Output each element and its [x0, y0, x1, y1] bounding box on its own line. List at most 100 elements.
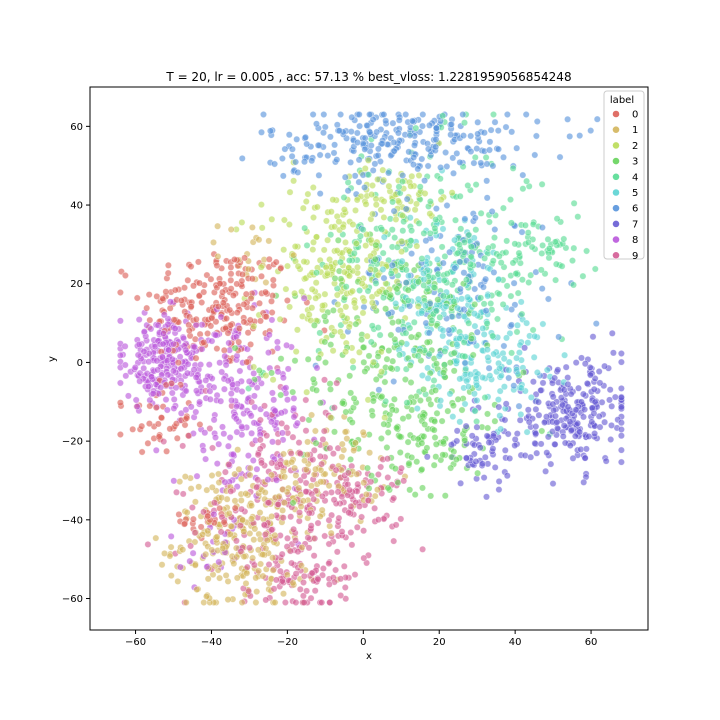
point-label-0: [133, 294, 141, 302]
point-label-0: [189, 515, 197, 523]
point-label-2: [322, 217, 330, 225]
point-label-9: [173, 488, 181, 496]
point-label-8: [132, 396, 140, 404]
point-label-7: [468, 432, 476, 440]
point-label-4: [467, 253, 475, 261]
point-label-0: [265, 255, 273, 263]
point-label-8: [215, 440, 223, 448]
point-label-6: [300, 158, 308, 166]
point-label-2: [379, 166, 387, 174]
point-label-4: [407, 237, 415, 245]
point-label-6: [382, 117, 390, 125]
point-label-4: [400, 218, 408, 226]
point-label-9: [160, 437, 168, 445]
point-label-8: [268, 316, 276, 324]
point-label-1: [228, 522, 236, 530]
point-label-4: [428, 316, 436, 324]
point-label-8: [140, 328, 148, 336]
point-label-2: [309, 238, 317, 246]
point-label-0: [138, 422, 146, 430]
point-label-2: [398, 212, 406, 220]
point-label-9: [371, 504, 379, 512]
point-label-7: [531, 439, 539, 447]
point-label-7: [539, 379, 547, 387]
point-label-1: [219, 544, 227, 552]
point-label-3: [384, 484, 392, 492]
point-label-9: [270, 585, 278, 593]
point-label-1: [248, 223, 256, 231]
point-label-3: [315, 354, 323, 362]
point-label-4: [502, 249, 510, 257]
point-label-4: [484, 244, 492, 252]
point-label-4: [539, 241, 547, 249]
point-label-5: [460, 312, 468, 320]
point-label-8: [313, 364, 321, 372]
point-label-7: [591, 398, 599, 406]
point-label-2: [361, 165, 369, 173]
point-label-4: [426, 198, 434, 206]
point-label-0: [129, 425, 137, 433]
legend-marker: [612, 219, 620, 228]
point-label-1: [304, 438, 312, 446]
point-label-7: [564, 403, 572, 411]
point-label-2: [313, 203, 321, 211]
point-label-3: [519, 368, 527, 376]
point-label-2: [353, 196, 361, 204]
point-label-4: [537, 266, 545, 274]
point-label-2: [282, 285, 290, 293]
point-label-1: [351, 439, 359, 447]
point-label-6: [532, 132, 540, 140]
point-label-0: [116, 399, 124, 407]
point-label-1: [191, 538, 199, 546]
point-label-6: [238, 154, 246, 162]
point-label-0: [227, 285, 235, 293]
point-label-6: [390, 377, 398, 385]
point-label-7: [532, 405, 540, 413]
point-label-4: [388, 226, 396, 234]
point-label-4: [495, 252, 503, 260]
point-label-7: [608, 402, 616, 410]
point-label-4: [472, 226, 480, 234]
point-label-6: [281, 145, 289, 153]
point-label-9: [325, 540, 333, 548]
point-label-1: [307, 482, 315, 490]
point-label-0: [166, 304, 174, 312]
point-label-7: [516, 416, 524, 424]
point-label-0: [191, 335, 199, 343]
point-label-8: [158, 371, 166, 379]
point-label-4: [545, 244, 553, 252]
point-label-9: [227, 487, 235, 495]
point-label-6: [309, 111, 317, 119]
point-label-4: [364, 171, 372, 179]
point-label-3: [255, 366, 263, 374]
point-label-4: [303, 241, 311, 249]
point-label-4: [503, 237, 511, 245]
point-label-0: [138, 448, 146, 456]
point-label-3: [416, 396, 424, 404]
point-label-7: [569, 454, 577, 462]
point-label-4: [477, 209, 485, 217]
y-tick-label: 40: [70, 201, 83, 212]
point-label-4: [544, 235, 552, 243]
point-label-1: [360, 479, 368, 487]
point-label-3: [427, 492, 435, 500]
point-label-3: [396, 433, 404, 441]
point-label-1: [202, 550, 210, 558]
point-label-2: [333, 291, 341, 299]
point-label-9: [232, 537, 240, 545]
point-label-9: [311, 587, 319, 595]
point-label-4: [359, 226, 367, 234]
point-label-3: [408, 453, 416, 461]
point-label-3: [367, 472, 375, 480]
point-label-0: [196, 330, 204, 338]
point-label-0: [220, 346, 228, 354]
point-label-2: [292, 348, 300, 356]
point-label-1: [199, 530, 207, 538]
point-label-9: [344, 469, 352, 477]
point-label-3: [452, 455, 460, 463]
point-label-0: [249, 304, 257, 312]
point-label-1: [261, 488, 269, 496]
point-label-1: [248, 515, 256, 523]
point-label-0: [235, 324, 243, 332]
point-label-4: [430, 376, 438, 384]
